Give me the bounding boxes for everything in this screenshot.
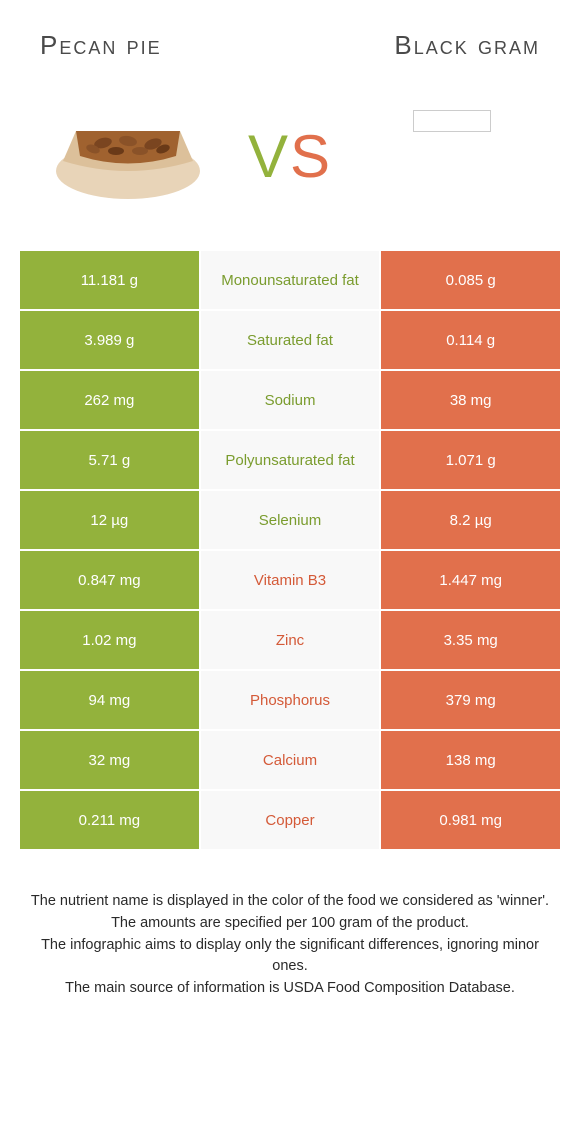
nutrient-label: Calcium (201, 731, 382, 789)
value-right: 138 mg (381, 731, 560, 789)
table-row: 0.847 mgVitamin B31.447 mg (20, 551, 560, 611)
footnote-line: The amounts are specified per 100 gram o… (25, 913, 555, 935)
table-row: 3.989 gSaturated fat0.114 g (20, 311, 560, 371)
table-row: 12 µgSelenium8.2 µg (20, 491, 560, 551)
nutrient-label: Phosphorus (201, 671, 382, 729)
food-image-left (38, 91, 218, 221)
value-right: 379 mg (381, 671, 560, 729)
placeholder-box (413, 110, 491, 132)
footnote: The nutrient name is displayed in the co… (0, 851, 580, 1000)
value-right: 1.447 mg (381, 551, 560, 609)
value-left: 0.847 mg (20, 551, 201, 609)
footnote-line: The infographic aims to display only the… (25, 935, 555, 979)
value-right: 8.2 µg (381, 491, 560, 549)
value-left: 12 µg (20, 491, 201, 549)
nutrient-label: Copper (201, 791, 382, 849)
table-row: 1.02 mgZinc3.35 mg (20, 611, 560, 671)
value-left: 5.71 g (20, 431, 201, 489)
footnote-line: The nutrient name is displayed in the co… (25, 891, 555, 913)
food-image-right (362, 91, 542, 221)
nutrient-label: Monounsaturated fat (201, 251, 382, 309)
nutrient-label: Selenium (201, 491, 382, 549)
header: Pecan pie Black gram (0, 0, 580, 71)
value-left: 1.02 mg (20, 611, 201, 669)
value-left: 3.989 g (20, 311, 201, 369)
table-row: 32 mgCalcium138 mg (20, 731, 560, 791)
food-title-left: Pecan pie (40, 30, 162, 61)
nutrient-label: Vitamin B3 (201, 551, 382, 609)
value-left: 11.181 g (20, 251, 201, 309)
value-right: 38 mg (381, 371, 560, 429)
value-left: 262 mg (20, 371, 201, 429)
pecan-pie-icon (48, 101, 208, 211)
value-right: 0.085 g (381, 251, 560, 309)
nutrient-label: Sodium (201, 371, 382, 429)
vs-v: V (248, 123, 290, 190)
nutrient-label: Zinc (201, 611, 382, 669)
value-right: 3.35 mg (381, 611, 560, 669)
table-row: 0.211 mgCopper0.981 mg (20, 791, 560, 851)
vs-s: S (290, 123, 332, 190)
value-right: 1.071 g (381, 431, 560, 489)
nutrient-label: Saturated fat (201, 311, 382, 369)
nutrient-table: 11.181 gMonounsaturated fat0.085 g3.989 … (20, 251, 560, 851)
value-left: 94 mg (20, 671, 201, 729)
food-title-right: Black gram (394, 30, 540, 61)
value-right: 0.114 g (381, 311, 560, 369)
vs-row: VS (0, 71, 580, 251)
footnote-line: The main source of information is USDA F… (25, 978, 555, 1000)
table-row: 5.71 gPolyunsaturated fat1.071 g (20, 431, 560, 491)
value-right: 0.981 mg (381, 791, 560, 849)
table-row: 11.181 gMonounsaturated fat0.085 g (20, 251, 560, 311)
table-row: 262 mgSodium38 mg (20, 371, 560, 431)
value-left: 0.211 mg (20, 791, 201, 849)
value-left: 32 mg (20, 731, 201, 789)
nutrient-label: Polyunsaturated fat (201, 431, 382, 489)
table-row: 94 mgPhosphorus379 mg (20, 671, 560, 731)
vs-label: VS (248, 122, 332, 191)
